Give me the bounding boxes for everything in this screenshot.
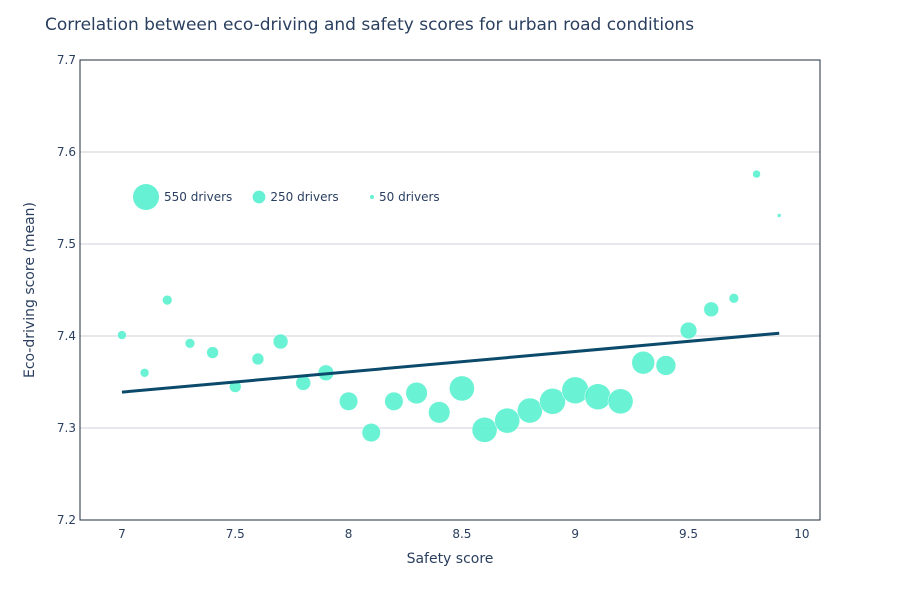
plot-frame: [79, 59, 821, 521]
y-axis-label: Eco-driving score (mean): [22, 202, 38, 378]
y-tick-label: 7.7: [57, 53, 76, 67]
trend-line: [121, 331, 780, 394]
data-point: [384, 391, 404, 411]
x-tick-label: 9.5: [679, 527, 698, 541]
legend-label: 250 drivers: [270, 190, 338, 204]
data-point: [428, 401, 451, 424]
data-point: [776, 213, 782, 218]
data-point: [561, 376, 589, 404]
x-tick-label: 9: [571, 527, 579, 541]
data-point: [584, 383, 612, 410]
data-point: [631, 350, 655, 375]
data-point: [117, 330, 127, 340]
data-point: [728, 293, 739, 304]
data-point: [162, 295, 173, 306]
data-point: [251, 352, 265, 366]
x-tick-label: 10: [794, 527, 809, 541]
data-point: [494, 407, 521, 434]
data-point: [703, 301, 719, 318]
data-point: [272, 333, 289, 350]
data-point: [449, 375, 475, 402]
x-tick-label: 8.5: [452, 527, 471, 541]
y-tick-label: 7.5: [57, 237, 76, 251]
x-axis-label: Safety score: [407, 551, 494, 567]
data-point: [471, 417, 498, 443]
y-tick-label: 7.4: [57, 329, 76, 343]
y-tick-label: 7.3: [57, 421, 76, 435]
data-point: [139, 368, 150, 378]
y-tick-label: 7.6: [57, 145, 76, 159]
data-point: [405, 381, 428, 405]
data-point: [655, 355, 677, 376]
data-point: [206, 346, 219, 359]
data-point: [517, 397, 543, 424]
data-point: [184, 338, 196, 349]
x-tick-label: 7: [118, 527, 126, 541]
data-point: [752, 169, 761, 179]
data-point: [607, 388, 634, 415]
legend-marker: [370, 195, 374, 199]
data-point: [539, 388, 566, 415]
y-tick-label: 7.2: [57, 513, 76, 527]
x-tick-label: 8: [345, 527, 353, 541]
legend-marker: [252, 190, 266, 204]
data-point: [679, 321, 698, 340]
chart-title: Correlation between eco-driving and safe…: [45, 15, 694, 35]
legend-marker: [133, 184, 159, 210]
legend-label: 50 drivers: [379, 190, 440, 204]
x-tick-label: 7.5: [226, 527, 245, 541]
data-point: [361, 423, 381, 443]
data-point: [339, 391, 359, 411]
legend-label: 550 drivers: [164, 190, 232, 204]
